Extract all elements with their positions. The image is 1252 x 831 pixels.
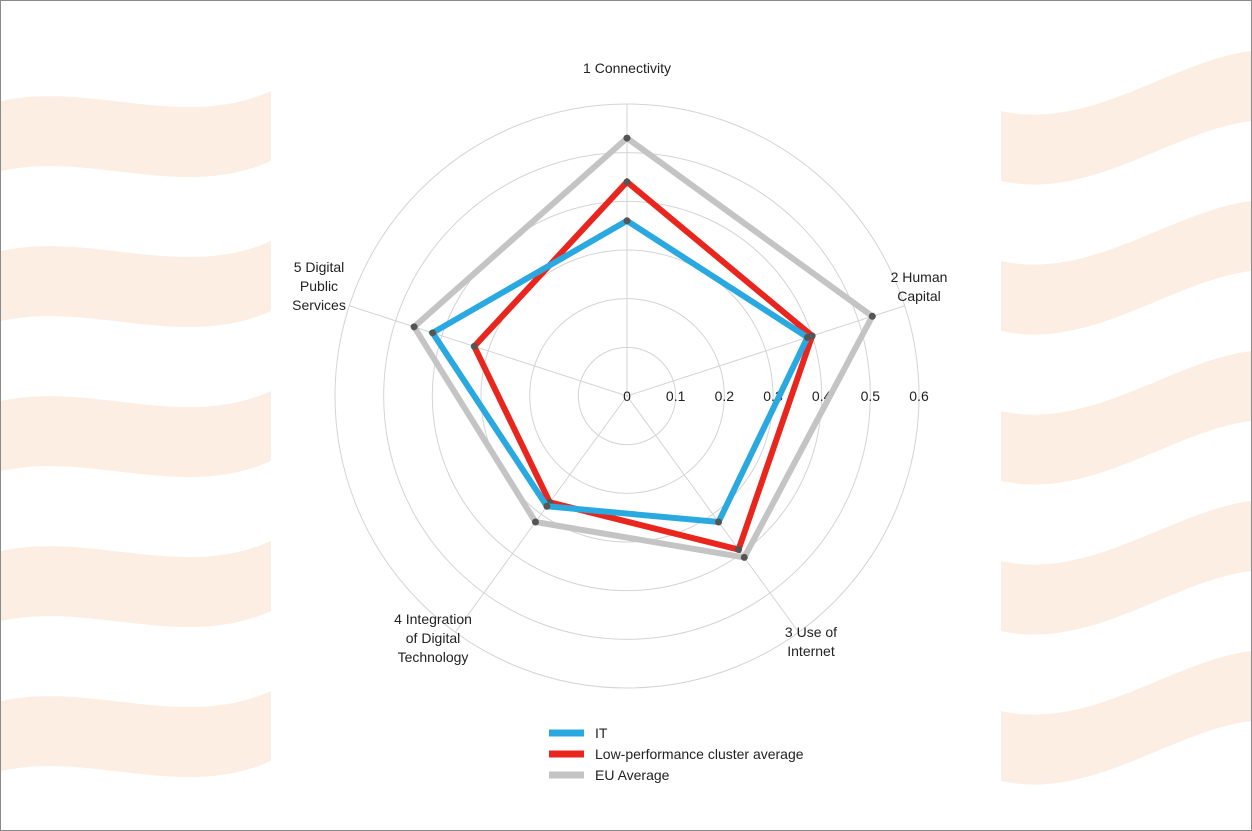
background-band [1001,51,1251,185]
data-point [623,178,631,186]
background-band [1,391,271,478]
grid-spoke [454,395,628,633]
series-line [470,177,816,554]
axis-label: 3 Use of Internet [785,624,837,659]
tick-label: 0.1 [666,388,686,404]
legend-label: IT [595,725,608,741]
axis-label-line: Internet [787,643,835,659]
axis-label-line: Technology [398,649,469,665]
data-point [410,323,418,331]
series-line [428,217,812,526]
grid-spoke [626,395,800,633]
series-line [410,134,877,561]
axis-label: 2 Human Capital [891,269,948,304]
axis-label-line: 1 Connectivity [583,60,671,76]
legend-item: Low-performance cluster average [549,746,804,762]
background-band [1001,201,1251,335]
background-band [1,91,271,178]
data-point [868,312,876,320]
data-point [623,217,631,225]
axis-label-line: Services [292,297,346,313]
data-point [735,546,743,554]
tick-label: 0.5 [861,388,881,404]
tick-label: 0.2 [715,388,735,404]
series-group [410,134,877,561]
background-band [1,691,271,778]
background-band [1,541,271,628]
data-point [623,134,631,142]
grid-spoke [349,305,628,397]
axis-label: 1 Connectivity [583,60,671,76]
axis-label: 5 Digital Public Services [292,259,346,313]
data-point [531,518,539,526]
background-band [1001,501,1251,635]
tick-label: 0 [623,388,631,404]
background-band [1,241,271,328]
axis-label-line: Public [300,278,338,294]
axis-label-line: 4 Integration [394,611,472,627]
legend: IT Low-performance cluster average EU Aver… [549,725,804,783]
data-point [470,342,478,350]
data-point [543,502,551,510]
legend-label: Low-performance cluster average [595,746,804,762]
background-band [1001,351,1251,485]
tick-label: 0.6 [909,388,929,404]
axis-label: 4 Integration of Digital Technology [394,611,472,665]
axis-label-line: 3 Use of [785,624,837,640]
grid-spoke [626,305,905,397]
legend-item: IT [549,725,608,741]
axis-label-line: of Digital [406,630,460,646]
legend-item: EU Average [549,767,670,783]
axis-label-line: 2 Human [891,269,948,285]
axis-label-line: Capital [897,288,941,304]
data-point [429,329,437,337]
background-decoration [1,51,1251,785]
legend-label: EU Average [595,767,670,783]
axis-labels: 1 Connectivity 2 Human Capital 3 Use of Inte… [292,60,947,665]
background-band [1001,651,1251,785]
data-point [715,518,723,526]
data-point [740,553,748,561]
axis-label-line: 5 Digital [294,259,345,275]
radial-grid [334,103,920,689]
data-point [804,333,812,341]
